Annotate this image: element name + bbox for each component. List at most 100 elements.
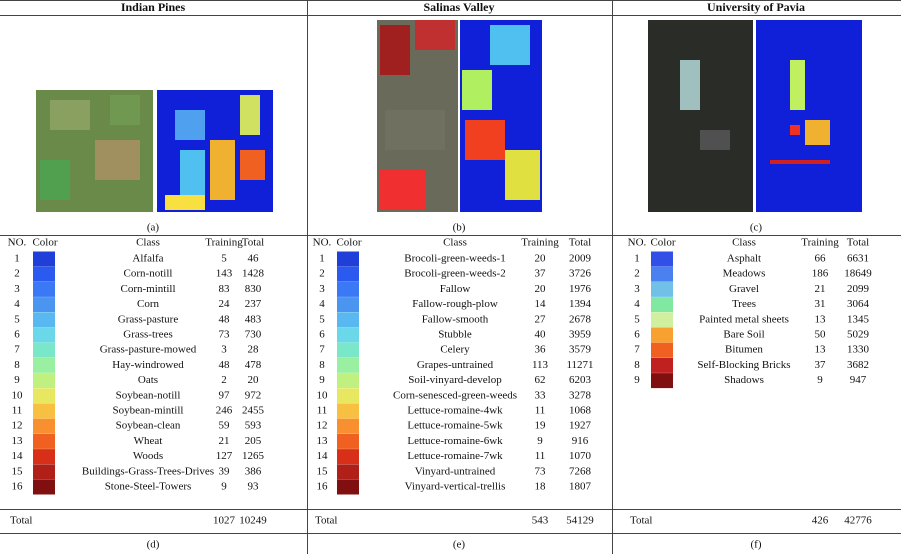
color-swatch [33, 342, 55, 358]
color-swatch [33, 464, 55, 480]
row-number: 7 [319, 344, 325, 356]
color-swatch [337, 373, 359, 389]
class-name: Oats [138, 374, 158, 386]
training-count: 40 [535, 329, 547, 341]
training-count: 143 [216, 268, 233, 280]
training-count: 186 [812, 268, 829, 280]
color-swatch [651, 266, 673, 282]
column-header: Color [650, 237, 675, 249]
total-count: 2678 [569, 313, 592, 325]
total-count: 20 [248, 374, 260, 386]
color-swatch [337, 266, 359, 282]
row-number: 4 [634, 298, 640, 310]
row-number: 3 [319, 283, 325, 295]
row-number: 3 [634, 283, 640, 295]
color-swatch [33, 327, 55, 343]
training-count: 20 [535, 253, 547, 265]
class-name: Fallow [440, 283, 471, 295]
row-number: 5 [319, 313, 325, 325]
total-count: 1807 [569, 481, 592, 493]
class-name: Wheat [134, 435, 163, 447]
color-swatch [337, 327, 359, 343]
table-caption: (f) [751, 539, 762, 551]
column-header: Class [732, 237, 756, 249]
color-swatch [337, 357, 359, 373]
training-count: 31 [815, 298, 826, 310]
row-number: 7 [634, 344, 640, 356]
row-number: 9 [14, 374, 20, 386]
total-count: 18649 [844, 268, 872, 280]
total-count: 1428 [242, 268, 265, 280]
total-count: 730 [245, 329, 262, 341]
color-swatch [33, 388, 55, 404]
training-count: 39 [219, 465, 231, 477]
salinas-images [377, 20, 542, 212]
panel-title: University of Pavia [707, 0, 805, 14]
total-count: 6631 [847, 253, 869, 265]
row-number: 6 [319, 329, 325, 341]
training-count: 83 [219, 283, 231, 295]
color-swatch [33, 403, 55, 419]
training-count: 11 [535, 450, 546, 462]
indian-pines-images [36, 90, 273, 212]
training-count: 48 [219, 359, 231, 371]
row-number: 1 [319, 253, 325, 265]
total-sum: 42776 [844, 515, 872, 527]
image-caption: (b) [453, 222, 466, 234]
total-count: 3959 [569, 329, 592, 341]
training-count: 9 [537, 435, 543, 447]
row-number: 10 [12, 389, 24, 401]
total-training: 543 [532, 515, 549, 527]
column-header: NO. [8, 237, 27, 249]
row-number: 3 [14, 283, 20, 295]
total-count: 1070 [569, 450, 592, 462]
training-count: 127 [216, 450, 233, 462]
row-number: 10 [317, 389, 329, 401]
row-number: 2 [634, 268, 640, 280]
training-count: 36 [535, 344, 547, 356]
total-count: 593 [245, 420, 262, 432]
class-name: Trees [732, 298, 756, 310]
column-header: Total [569, 237, 591, 249]
total-count: 5029 [847, 329, 870, 341]
color-swatch [33, 251, 55, 267]
training-count: 37 [535, 268, 547, 280]
total-sum: 10249 [239, 515, 267, 527]
column-header: Color [336, 237, 361, 249]
color-swatch [33, 266, 55, 282]
column-header: NO. [313, 237, 332, 249]
class-name: Corn-senesced-green-weeds [393, 389, 517, 401]
color-swatch [651, 312, 673, 328]
column-header: Total [847, 237, 869, 249]
color-swatch [337, 464, 359, 480]
color-swatch [651, 251, 673, 267]
class-name: Hay-windrowed [112, 359, 184, 371]
class-name: Vinyard-untrained [415, 465, 496, 477]
color-swatch [337, 433, 359, 449]
class-name: Brocoli-green-weeds-1 [404, 253, 505, 265]
table-caption: (e) [453, 539, 466, 551]
row-number: 5 [634, 313, 640, 325]
row-number: 11 [317, 405, 328, 417]
row-number: 1 [634, 253, 640, 265]
total-count: 7268 [569, 465, 592, 477]
color-swatch [33, 312, 55, 328]
total-label: Total [315, 515, 337, 527]
training-count: 59 [219, 420, 231, 432]
training-count: 2 [221, 374, 227, 386]
color-swatch [337, 418, 359, 434]
class-name: Fallow-rough-plow [412, 298, 498, 310]
row-number: 8 [14, 359, 20, 371]
color-swatch [33, 281, 55, 297]
training-count: 97 [219, 389, 231, 401]
training-count: 13 [815, 313, 827, 325]
row-number: 4 [319, 298, 325, 310]
class-name: Corn-notill [124, 268, 173, 280]
color-swatch [33, 418, 55, 434]
total-count: 1345 [847, 313, 870, 325]
class-name: Alfalfa [132, 253, 163, 265]
training-count: 62 [535, 374, 546, 386]
color-swatch [651, 297, 673, 313]
total-count: 1394 [569, 298, 592, 310]
